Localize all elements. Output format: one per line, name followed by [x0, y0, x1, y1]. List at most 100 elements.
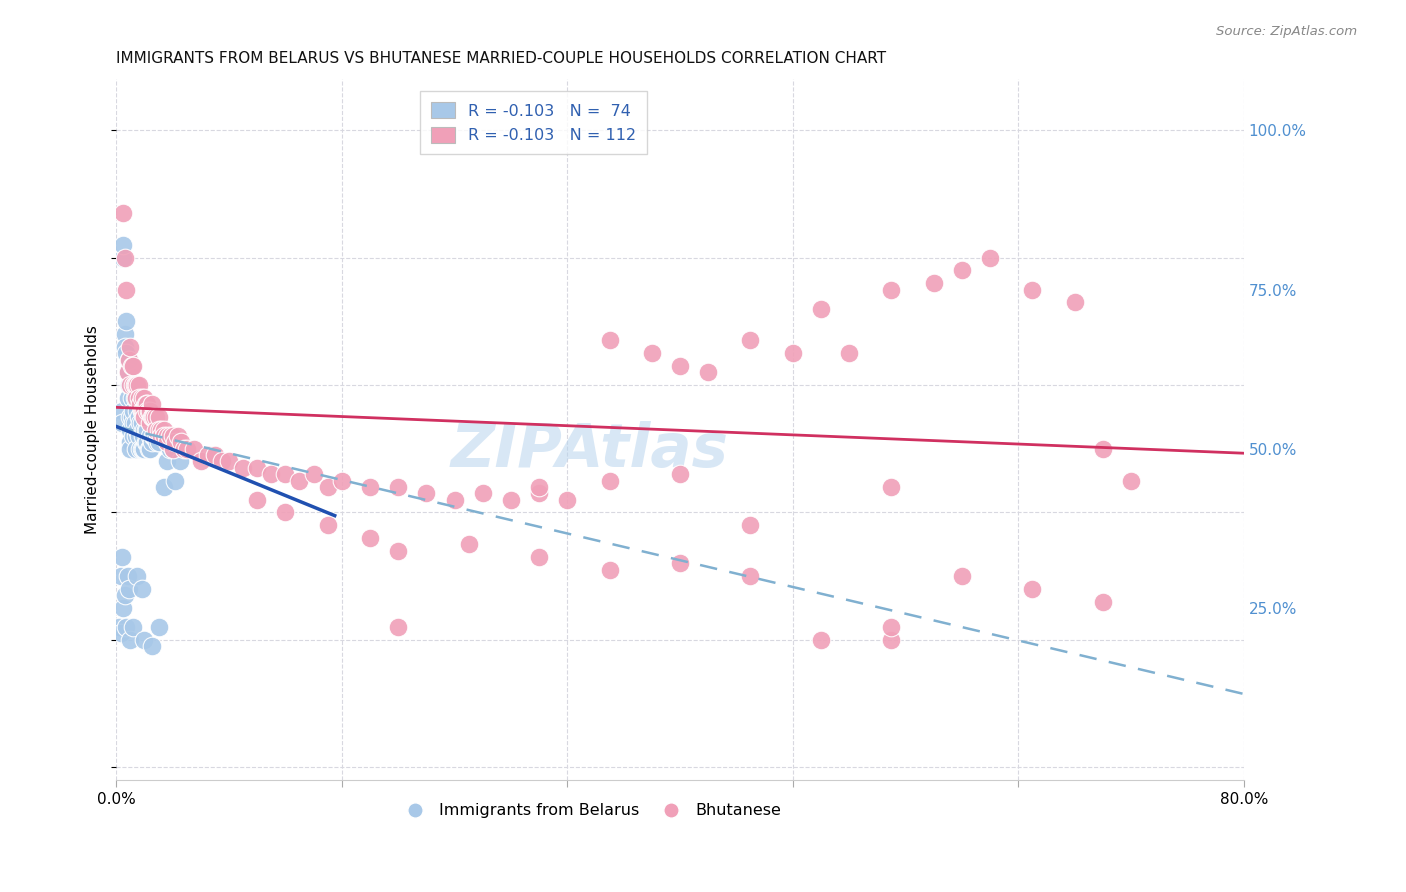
Point [110, 569, 132, 583]
Point [527, 480, 550, 494]
Point [129, 417, 152, 431]
Point [120, 423, 142, 437]
Point [127, 423, 149, 437]
Point [118, 378, 141, 392]
Point [274, 505, 297, 519]
Point [118, 582, 141, 596]
Point [740, 334, 762, 348]
Point [111, 403, 134, 417]
Point [880, 620, 903, 634]
Point [139, 417, 162, 431]
Point [118, 352, 141, 367]
Point [134, 423, 156, 437]
Point [232, 461, 254, 475]
Point [127, 403, 149, 417]
Point [132, 403, 155, 417]
Text: IMMIGRANTS FROM BELARUS VS BHUTANESE MARRIED-COUPLE HOUSEHOLDS CORRELATION CHART: IMMIGRANTS FROM BELARUS VS BHUTANESE MAR… [117, 51, 886, 66]
Point [129, 397, 152, 411]
Point [136, 423, 159, 437]
Point [457, 537, 479, 551]
Point [183, 442, 205, 456]
Point [148, 409, 170, 424]
Point [141, 639, 163, 653]
Point [316, 518, 339, 533]
Point [132, 442, 155, 456]
Point [599, 334, 621, 348]
Point [167, 429, 190, 443]
Point [141, 409, 163, 424]
Point [176, 442, 198, 456]
Point [111, 417, 134, 431]
Point [218, 454, 240, 468]
Point [387, 543, 409, 558]
Point [740, 518, 762, 533]
Point [125, 429, 148, 443]
Point [120, 340, 142, 354]
Point [112, 601, 135, 615]
Point [127, 378, 149, 392]
Point [159, 429, 181, 443]
Point [330, 474, 353, 488]
Point [316, 480, 339, 494]
Point [122, 403, 145, 417]
Point [156, 429, 179, 443]
Point [153, 480, 176, 494]
Point [125, 378, 148, 392]
Point [810, 301, 832, 316]
Point [131, 442, 153, 456]
Point [810, 632, 832, 647]
Point [124, 391, 146, 405]
Point [128, 429, 150, 443]
Point [156, 454, 179, 468]
Point [128, 409, 150, 424]
Point [387, 480, 409, 494]
Point [260, 467, 283, 482]
Point [302, 467, 325, 482]
Point [669, 557, 692, 571]
Point [145, 429, 167, 443]
Point [359, 531, 381, 545]
Point [124, 417, 146, 431]
Point [169, 454, 191, 468]
Point [134, 442, 156, 456]
Point [141, 417, 163, 431]
Point [173, 442, 195, 456]
Point [120, 435, 142, 450]
Point [122, 378, 145, 392]
Point [117, 365, 139, 379]
Point [527, 486, 550, 500]
Point [359, 480, 381, 494]
Point [148, 620, 170, 634]
Point [139, 429, 162, 443]
Point [115, 346, 138, 360]
Point [197, 448, 219, 462]
Point [108, 620, 131, 634]
Point [274, 467, 297, 482]
Point [117, 365, 139, 379]
Point [138, 403, 160, 417]
Point [211, 454, 233, 468]
Point [135, 423, 157, 437]
Point [121, 409, 143, 424]
Point [922, 276, 945, 290]
Point [204, 448, 226, 462]
Point [128, 391, 150, 405]
Point [110, 626, 132, 640]
Point [121, 359, 143, 373]
Point [115, 620, 138, 634]
Point [134, 391, 156, 405]
Point [880, 480, 903, 494]
Point [150, 423, 173, 437]
Point [141, 397, 163, 411]
Point [141, 435, 163, 450]
Point [114, 340, 136, 354]
Point [1063, 295, 1085, 310]
Point [111, 549, 134, 564]
Point [114, 588, 136, 602]
Point [165, 474, 187, 488]
Point [1091, 594, 1114, 608]
Point [190, 454, 212, 468]
Point [139, 403, 162, 417]
Point [121, 391, 143, 405]
Point [142, 429, 165, 443]
